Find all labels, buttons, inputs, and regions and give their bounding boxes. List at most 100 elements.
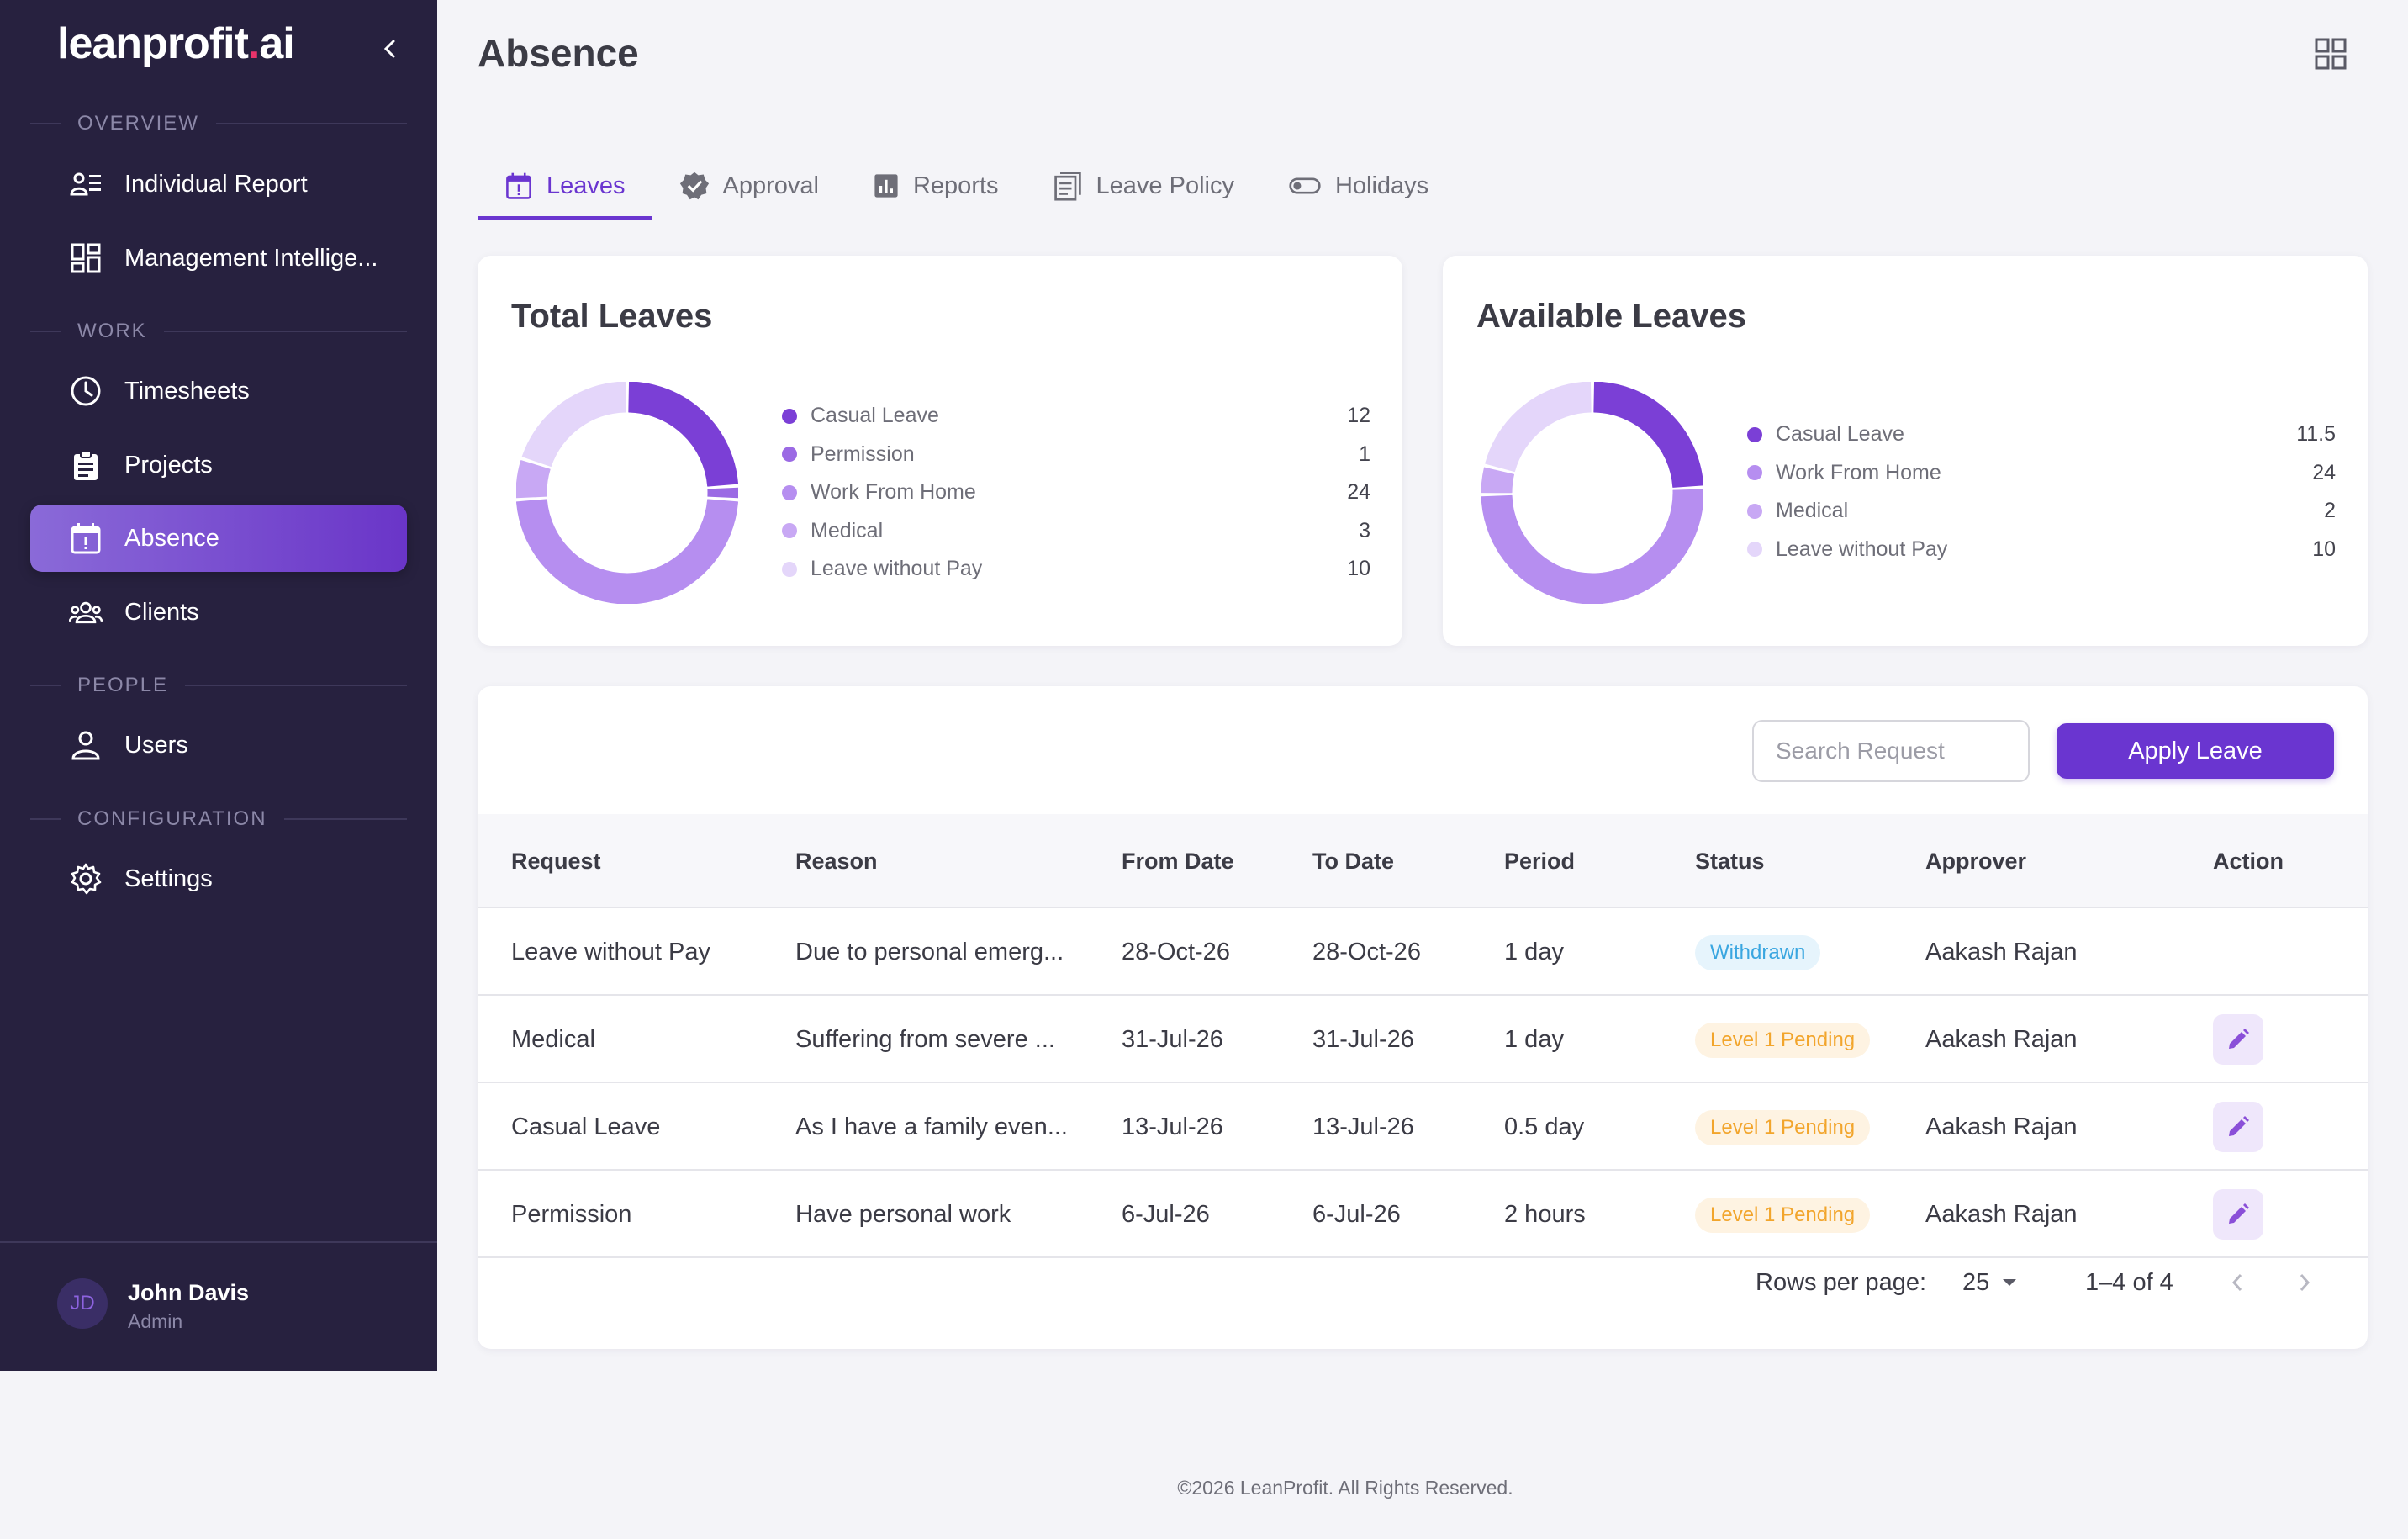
legend-swatch (782, 484, 797, 500)
edit-button[interactable] (2213, 1014, 2263, 1065)
user-name: John Davis (128, 1280, 250, 1305)
sidebar-item-projects[interactable]: Projects (30, 431, 407, 499)
cell-approver: Aakash Rajan (1925, 1200, 2078, 1228)
gear-icon (69, 862, 103, 896)
rows-per-page-label: Rows per page: (1756, 1268, 1927, 1296)
sidebar-item-clients[interactable]: Clients (30, 579, 407, 646)
legend-value: 11.5 (2296, 422, 2336, 447)
section-overview: OVERVIEW (30, 111, 407, 136)
status-badge: Withdrawn (1695, 935, 1821, 970)
tab-label: Reports (912, 172, 999, 199)
tab-label: Holidays (1334, 172, 1429, 199)
sidebar-item-label: Projects (124, 451, 213, 479)
apps-grid-button[interactable] (2312, 35, 2349, 72)
pencil-icon (2229, 1029, 2249, 1049)
tab-reports[interactable]: Reports (846, 151, 1026, 220)
user-profile[interactable]: JD John Davis Admin (0, 1241, 437, 1371)
cell-reason: As I have a family even... (795, 1113, 1068, 1140)
status-badge: Level 1 Pending (1695, 1110, 1871, 1145)
donut-slice[interactable] (516, 460, 551, 499)
column-header-period[interactable]: Period (1504, 848, 1576, 874)
collapse-sidebar-button[interactable] (377, 35, 404, 62)
legend-swatch (1747, 542, 1762, 558)
donut-slice[interactable] (1481, 489, 1703, 604)
table-row[interactable]: Medical Suffering from severe ... 31-Jul… (478, 996, 2368, 1083)
cell-from-date: 31-Jul-26 (1122, 1025, 1223, 1053)
calendar-alert-icon (69, 521, 103, 555)
donut-slice[interactable] (1481, 467, 1515, 494)
tab-approval[interactable]: Approval (652, 151, 846, 220)
rows-per-page-select[interactable]: 25 (1962, 1261, 2018, 1304)
legend-item: Medical 2 (1747, 492, 2336, 531)
donut-slice[interactable] (707, 487, 738, 499)
cell-reason: Due to personal emerg... (795, 938, 1064, 965)
tab-holidays[interactable]: Holidays (1261, 151, 1455, 220)
available-leaves-donut (1481, 382, 1703, 604)
legend-label: Medical (1776, 499, 1849, 523)
group-icon (69, 595, 103, 629)
cell-from-date: 6-Jul-26 (1122, 1200, 1210, 1228)
legend-swatch (1747, 465, 1762, 481)
edit-button[interactable] (2213, 1189, 2263, 1240)
apply-leave-button[interactable]: Apply Leave (2057, 723, 2334, 779)
column-header-action: Action (2213, 848, 2284, 874)
bar-chart-icon (874, 174, 898, 198)
tab-label: Leaves (547, 172, 626, 199)
cell-request: Medical (511, 1025, 595, 1053)
legend-label: Work From Home (811, 480, 976, 505)
table-row[interactable]: Leave without Pay Due to personal emerg.… (478, 908, 2368, 996)
column-header-request[interactable]: Request (511, 848, 601, 874)
leave-requests-card (478, 686, 2368, 1349)
cell-period: 0.5 day (1504, 1113, 1585, 1140)
section-configuration: CONFIGURATION (30, 807, 407, 832)
sidebar-item-label: Settings (124, 865, 213, 892)
cell-to-date: 13-Jul-26 (1312, 1113, 1414, 1140)
cell-request: Permission (511, 1200, 632, 1228)
column-header-to-date[interactable]: To Date (1312, 848, 1395, 874)
tab-leave-policy[interactable]: Leave Policy (1026, 151, 1261, 220)
donut-slice[interactable] (521, 382, 626, 468)
search-request-input[interactable] (1752, 720, 2030, 782)
donut-slice[interactable] (1593, 382, 1703, 488)
legend-value: 12 (1347, 404, 1370, 428)
legend-swatch (1747, 503, 1762, 519)
column-header-approver[interactable]: Approver (1925, 848, 2027, 874)
document-icon (1054, 172, 1081, 201)
tab-leaves[interactable]: Leaves (478, 151, 652, 220)
grid-icon (2315, 38, 2347, 70)
tab-label: Approval (722, 172, 819, 199)
donut-slice[interactable] (1485, 382, 1592, 473)
verified-icon (679, 172, 709, 200)
legend-value: 10 (2312, 537, 2336, 561)
cell-approver: Aakash Rajan (1925, 1025, 2078, 1053)
pagination-range: 1–4 of 4 (2085, 1268, 2173, 1296)
table-row[interactable]: Permission Have personal work 6-Jul-26 6… (478, 1171, 2368, 1258)
table-row[interactable]: Casual Leave As I have a family even... … (478, 1083, 2368, 1171)
clock-icon (69, 374, 103, 408)
sidebar-item-absence[interactable]: Absence (30, 505, 407, 572)
available-leaves-card: Available Leaves Casual Leave 11.5 Work Fr… (1443, 256, 2368, 646)
app-logo[interactable]: leanprofit.ai (57, 19, 295, 68)
cell-approver: Aakash Rajan (1925, 1113, 2078, 1140)
donut-slice[interactable] (628, 382, 738, 487)
cell-approver: Aakash Rajan (1925, 938, 2078, 965)
donut-slice[interactable] (516, 499, 738, 604)
sidebar-item-settings[interactable]: Settings (30, 845, 407, 912)
total-leaves-card: Total Leaves Casual Leave 12 Permission 1 Wo… (478, 256, 1402, 646)
next-page-button[interactable] (2295, 1261, 2314, 1304)
cell-period: 1 day (1504, 938, 1564, 965)
column-header-status[interactable]: Status (1695, 848, 1765, 874)
tab-label: Leave Policy (1096, 172, 1234, 199)
cell-reason: Have personal work (795, 1200, 1011, 1228)
edit-button[interactable] (2213, 1102, 2263, 1152)
previous-page-button[interactable] (2228, 1261, 2247, 1304)
legend-value: 24 (1347, 480, 1370, 505)
rows-per-page-value: 25 (1962, 1268, 1990, 1296)
column-header-reason[interactable]: Reason (795, 848, 878, 874)
legend-label: Leave without Pay (811, 557, 983, 581)
column-header-from-date[interactable]: From Date (1122, 848, 1234, 874)
sidebar-item-users[interactable]: Users (30, 711, 407, 779)
sidebar-item-management-intelligence[interactable]: Management Intellige... (30, 225, 407, 292)
sidebar-item-individual-report[interactable]: Individual Report (30, 151, 407, 218)
sidebar-item-timesheets[interactable]: Timesheets (30, 357, 407, 425)
